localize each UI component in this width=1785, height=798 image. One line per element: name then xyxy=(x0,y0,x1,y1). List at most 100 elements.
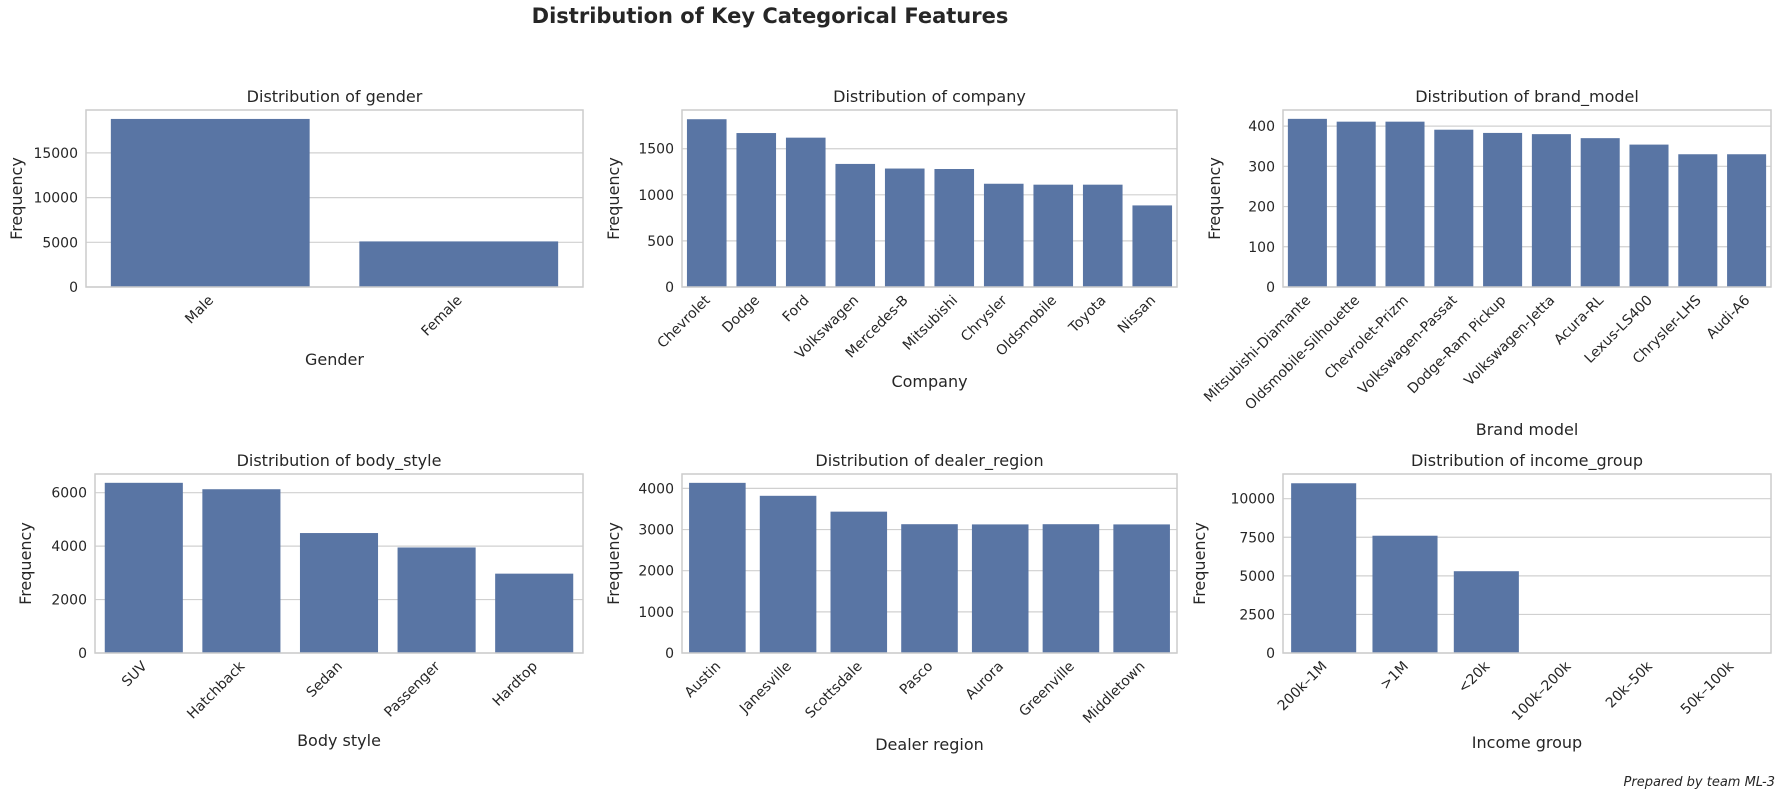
bar-nissan xyxy=(1132,205,1173,287)
subplot-distribution-of-income-group: 0 2500 5000 7500 10000 200k–1M >1M <20k 100k–200… xyxy=(1190,451,1772,752)
x-tick-label: 50k–100k xyxy=(1678,658,1738,718)
x-axis-label: Dealer region xyxy=(875,735,984,754)
y-tick-label: 400 xyxy=(1248,119,1275,135)
bar-male xyxy=(110,118,310,287)
bar-mitsubishi xyxy=(934,169,975,287)
x-tick-label: Greenville xyxy=(1016,659,1077,720)
bar-mitsubishi-diamante xyxy=(1287,118,1327,287)
x-tick-label: Middletown xyxy=(1080,659,1148,727)
subplot-title: Distribution of brand_model xyxy=(1415,87,1639,107)
bar-female xyxy=(359,241,559,287)
bar-audi-a6 xyxy=(1727,154,1767,287)
y-tick-label: 2000 xyxy=(638,564,674,580)
bar-ford xyxy=(785,137,826,287)
y-tick-label: 0 xyxy=(69,280,78,296)
x-tick-label: Janesville xyxy=(736,659,795,718)
x-tick-label: Female xyxy=(418,293,465,340)
bar-volkswagen xyxy=(835,163,876,287)
subplot-distribution-of-brand-model: 0100200300400Mitsubishi-DiamanteOldsmobi… xyxy=(1201,87,1772,439)
subplot-distribution-of-body-style: 0 2000 4000 6000 SUV Hatchback Sedan Passenger H… xyxy=(16,451,584,750)
x-tick-label: 20k–50k xyxy=(1603,658,1657,712)
bar-janesville xyxy=(759,495,817,653)
y-tick-label: 2500 xyxy=(1239,607,1275,623)
y-tick-label: 100 xyxy=(1248,240,1275,256)
bar-hatchback xyxy=(202,489,281,653)
x-axis-label: Gender xyxy=(305,350,364,369)
x-tick-label: Passenger xyxy=(381,658,443,720)
subplot-title: Distribution of body_style xyxy=(237,451,442,471)
bar-200k-1m xyxy=(1291,483,1357,653)
y-axis-label: Frequency xyxy=(16,522,35,605)
bar-hardtop xyxy=(495,573,574,653)
x-tick-label: >1M xyxy=(1377,659,1411,693)
figure-title: Distribution of Key Categorical Features xyxy=(531,4,1009,28)
y-tick-label: 300 xyxy=(1248,159,1275,175)
bar-greenville xyxy=(1042,524,1100,653)
y-tick-label: 7500 xyxy=(1239,530,1275,546)
bar-20k xyxy=(1453,571,1519,653)
bar-aurora xyxy=(971,524,1029,653)
bar-middletown xyxy=(1113,524,1170,653)
footer-note: Prepared by team ML-3 xyxy=(1623,775,1775,790)
bar-suv xyxy=(104,482,183,653)
x-tick-label: Hardtop xyxy=(490,658,541,709)
bar-lexus-ls400 xyxy=(1629,144,1669,287)
plot-frame xyxy=(85,109,584,288)
x-tick-label: Ford xyxy=(780,293,813,326)
y-tick-label: 6000 xyxy=(51,486,87,502)
bar-mercedes-b xyxy=(884,168,925,287)
x-tick-label: Sedan xyxy=(304,659,346,701)
x-tick-label: Pasco xyxy=(897,659,937,699)
y-tick-label: 5000 xyxy=(42,235,78,251)
y-tick-label: 4000 xyxy=(51,539,87,555)
x-tick-label: Austin xyxy=(682,659,724,701)
y-tick-label: 1000 xyxy=(638,605,674,621)
plot-frame xyxy=(681,473,1178,654)
y-tick-label: 3000 xyxy=(638,523,674,539)
y-tick-label: 15000 xyxy=(33,146,78,162)
x-tick-label: Chevrolet-Prizm xyxy=(1322,293,1412,383)
y-tick-label: 10000 xyxy=(33,191,78,207)
y-tick-label: 5000 xyxy=(1239,569,1275,585)
x-tick-label: Dodge xyxy=(719,293,763,337)
bar-dodge xyxy=(736,133,777,287)
y-tick-label: 1500 xyxy=(638,142,674,158)
bar-chrysler xyxy=(983,183,1024,287)
y-axis-label: Frequency xyxy=(1205,157,1224,240)
y-tick-label: 0 xyxy=(665,646,674,662)
x-axis-label: Body style xyxy=(297,731,381,750)
y-tick-label: 0 xyxy=(78,646,87,662)
x-tick-label: Chevrolet xyxy=(654,292,713,351)
plot-frame xyxy=(1282,473,1772,654)
subplot-distribution-of-gender: 0 5000 10000 15000 Male Female Distribution of… xyxy=(7,87,584,369)
bar-chevrolet xyxy=(686,119,727,287)
bar-scottsdale xyxy=(830,511,888,653)
x-tick-label: SUV xyxy=(119,658,151,690)
y-tick-label: 0 xyxy=(1266,646,1275,662)
x-tick-label: 200k–1M xyxy=(1275,659,1331,715)
bar-oldsmobile xyxy=(1033,184,1074,287)
bar-chevrolet-prizm xyxy=(1385,121,1425,287)
bar-sedan xyxy=(299,533,379,653)
x-axis-label: Brand model xyxy=(1476,420,1579,439)
subplot-title: Distribution of gender xyxy=(247,87,423,106)
x-tick-label: Male xyxy=(182,293,217,328)
y-axis-label: Frequency xyxy=(604,522,623,605)
bar-austin xyxy=(689,482,746,653)
y-axis-label: Frequency xyxy=(604,157,623,240)
subplot-title: Distribution of income_group xyxy=(1411,451,1643,471)
x-tick-label: Aurora xyxy=(963,659,1007,703)
x-tick-label: <20k xyxy=(1455,658,1494,697)
bar-chrysler-lhs xyxy=(1678,154,1718,287)
y-tick-label: 4000 xyxy=(638,481,674,497)
bar-passenger xyxy=(397,547,476,653)
y-tick-label: 500 xyxy=(647,234,674,250)
x-axis-label: Company xyxy=(891,372,967,391)
y-tick-label: 10000 xyxy=(1230,492,1275,508)
bar-oldsmobile-silhouette xyxy=(1336,121,1376,287)
bar-volkswagen-jetta xyxy=(1531,134,1571,287)
x-tick-label: Toyota xyxy=(1065,293,1109,337)
x-tick-label: Hatchback xyxy=(184,658,249,723)
bar-toyota xyxy=(1082,184,1123,287)
